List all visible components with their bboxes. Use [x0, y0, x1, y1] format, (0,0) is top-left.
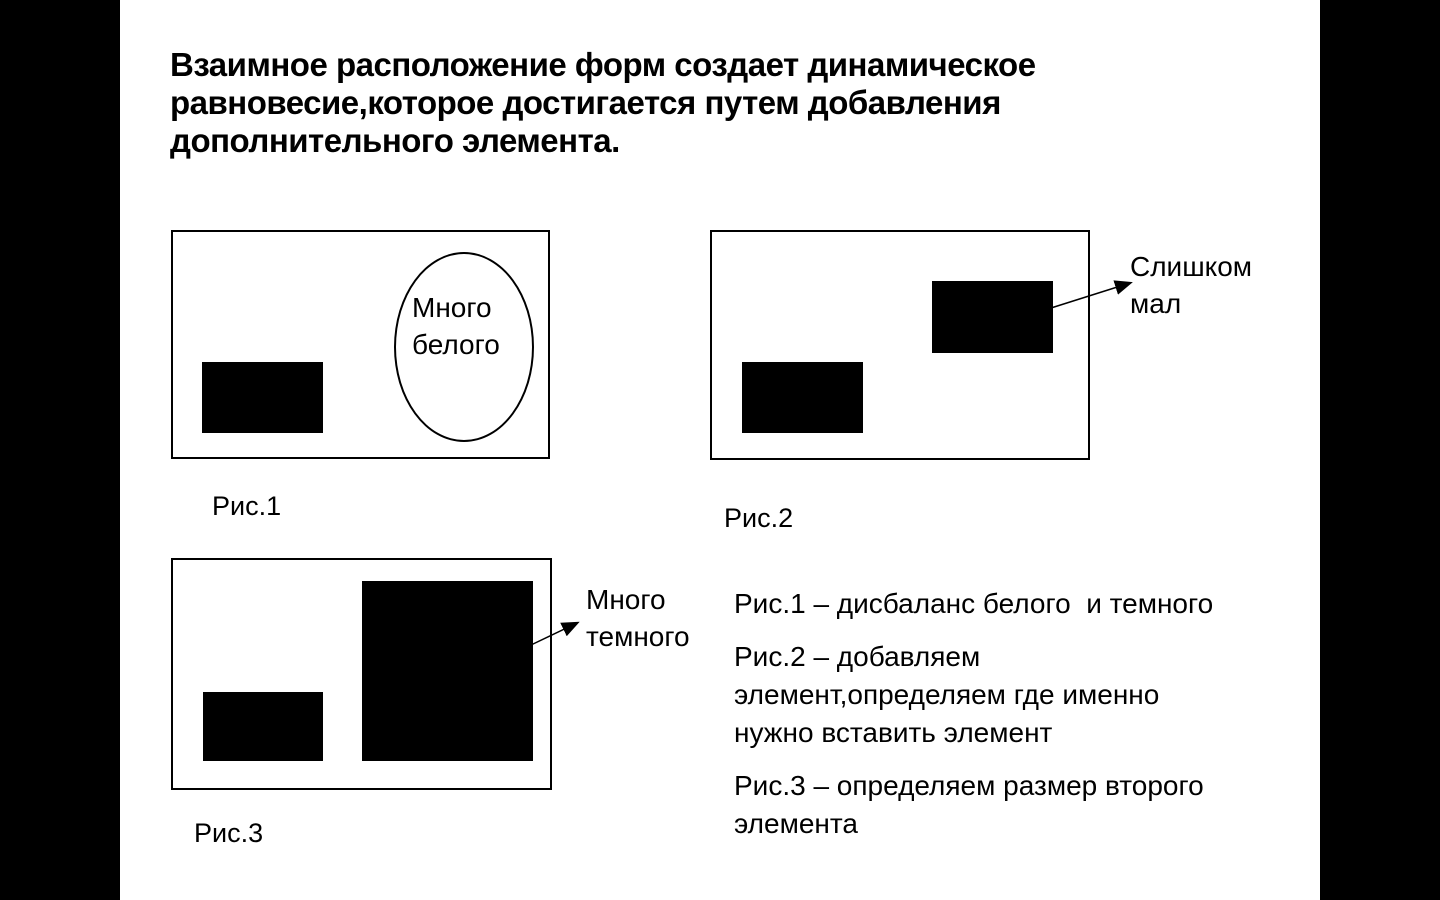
figure2-black-rectangle-left: [742, 362, 863, 433]
note-fig3-line-2: элемента: [734, 808, 858, 839]
figure3-arrow: [530, 621, 580, 646]
figure1-annotation-line-1: Много: [412, 292, 492, 323]
note-fig2-line-3: нужно вставить элемент: [734, 717, 1053, 748]
figure2-frame: [710, 230, 1090, 460]
figure2-label: Рис.2: [724, 503, 794, 533]
figure1-frame: [171, 230, 550, 459]
figure3-black-rectangle-large: [362, 581, 533, 761]
figure2-arrow: [1050, 280, 1133, 309]
figure1-annotation: Много белого: [412, 289, 500, 363]
note-fig1: Рис.1 – дисбаланс белого и темного: [734, 585, 1279, 623]
figure3-annotation-line-2: темного: [586, 621, 690, 652]
title-line-1: Взаимное расположение форм создает динам…: [170, 46, 1036, 83]
letterbox-left: [0, 0, 120, 900]
figure1-white-space-ellipse: [394, 252, 534, 442]
figure3-annotation: Много темного: [586, 581, 690, 655]
figure3-frame: [171, 558, 552, 790]
figure1-label: Рис.1: [212, 491, 282, 521]
figure3-black-rectangle-small: [203, 692, 323, 761]
note-fig2-line-1: Рис.2 – добавляем: [734, 641, 981, 672]
note-fig2-line-2: элемент,определяем где именно: [734, 679, 1160, 710]
note-fig1-line-1: Рис.1 – дисбаланс белого и темного: [734, 588, 1214, 619]
note-fig3: Рис.3 – определяем размер второго элемен…: [734, 767, 1279, 843]
letterbox-right: [1320, 0, 1440, 900]
note-fig2: Рис.2 – добавляем элемент,определяем где…: [734, 638, 1279, 752]
figure1-black-rectangle: [202, 362, 323, 433]
figure2-annotation-line-1: Слишком: [1130, 251, 1253, 282]
figure2-annotation: Слишком мал: [1130, 248, 1252, 322]
title-line-2: равновесие,которое достигается путем доб…: [170, 84, 1001, 121]
figure2-annotation-line-2: мал: [1130, 288, 1182, 319]
figure3-annotation-line-1: Много: [586, 584, 666, 615]
figure2-black-rectangle-right: [932, 281, 1053, 353]
note-fig3-line-1: Рис.3 – определяем размер второго: [734, 770, 1204, 801]
slide-title: Взаимное расположение форм создает динам…: [170, 46, 1130, 160]
title-line-3: дополнительного элемента.: [170, 122, 620, 159]
slide-canvas: Взаимное расположение форм создает динам…: [120, 0, 1320, 900]
figure1-annotation-line-2: белого: [412, 329, 500, 360]
notes-block: Рис.1 – дисбаланс белого и темного Рис.2…: [734, 585, 1279, 843]
figure3-label: Рис.3: [194, 818, 264, 848]
